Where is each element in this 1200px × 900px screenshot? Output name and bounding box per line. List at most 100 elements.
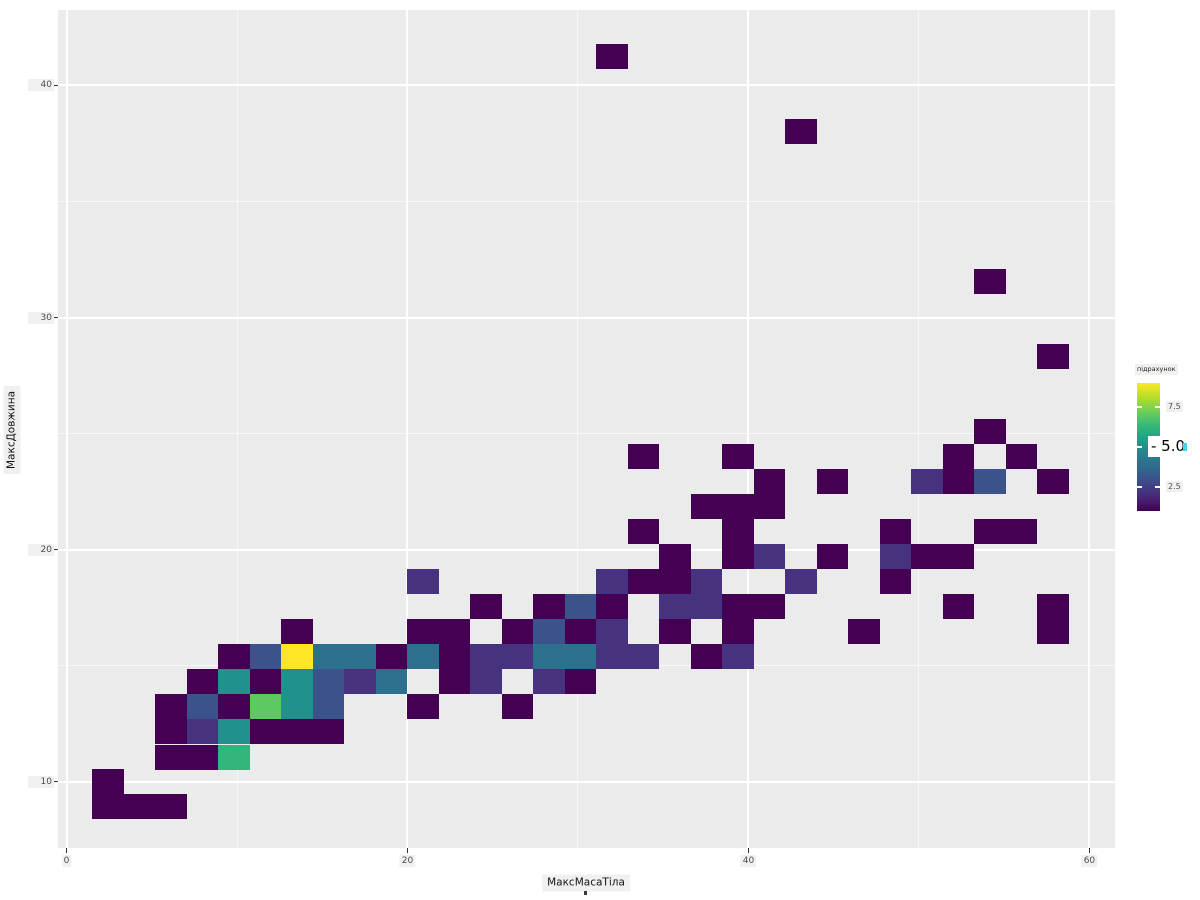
heatmap-bin <box>92 769 124 795</box>
heatmap-bin <box>690 644 723 670</box>
heatmap-bin <box>123 794 156 820</box>
cursor-artifact-dot <box>584 891 587 895</box>
heatmap-bin <box>942 444 975 470</box>
heatmap-bin <box>974 519 1006 545</box>
heatmap-bin <box>942 469 975 495</box>
heatmap-bin <box>627 444 660 470</box>
text-cursor-mark <box>1183 443 1187 451</box>
heatmap-bin <box>974 469 1006 495</box>
heatmap-bin <box>470 644 502 670</box>
heatmap-bin <box>627 519 660 545</box>
heatmap-bin <box>879 519 912 545</box>
heatmap-bin <box>501 694 534 720</box>
heatmap-bin <box>596 569 628 595</box>
heatmap-bin <box>533 594 565 620</box>
heatmap-bin <box>564 669 597 695</box>
legend-tick-label: 7.5 <box>1166 401 1183 412</box>
gridline-x-major <box>406 10 409 848</box>
x-axis-tick-label: 0 <box>61 855 72 867</box>
heatmap-bin <box>249 644 281 670</box>
gridline-y-major <box>58 548 1115 551</box>
y-axis-tick-label: 30 <box>28 311 54 324</box>
heatmap-bin <box>344 669 376 695</box>
heatmap-bin <box>281 644 313 670</box>
legend-tick-mark <box>1137 486 1142 488</box>
legend-ticks: 7.5 - 5.0 2.5 <box>1130 362 1200 522</box>
heatmap-bin <box>722 619 754 645</box>
heatmap-bin <box>690 494 723 520</box>
heatmap-bin <box>407 619 439 645</box>
heatmap-bin <box>564 619 597 645</box>
heatmap-bin <box>659 544 691 570</box>
heatmap-bin <box>848 619 880 645</box>
heatmap-bin <box>186 669 219 695</box>
heatmap-bin <box>816 544 849 570</box>
heatmap-bin <box>722 544 754 570</box>
heatmap-bin <box>533 619 565 645</box>
heatmap-bin <box>974 269 1006 295</box>
gridline-y-major <box>58 316 1115 319</box>
gridline-x-minor <box>577 10 579 848</box>
gridline-y-major <box>58 84 1115 87</box>
heatmap-bin <box>722 494 754 520</box>
heatmap-bin <box>155 794 187 820</box>
y-axis-title: МаксДовжина <box>3 385 21 475</box>
y-axis-tick-label: 40 <box>28 79 54 92</box>
heatmap-bin <box>596 644 628 670</box>
heatmap-bin <box>753 594 786 620</box>
y-axis-tick-label: 20 <box>28 543 54 556</box>
heatmap-bin <box>533 669 565 695</box>
heatmap-bin <box>438 669 471 695</box>
heatmap-bin <box>659 619 691 645</box>
heatmap-bin <box>155 719 187 745</box>
heatmap-bin <box>816 469 849 495</box>
gridline-x-major <box>1088 10 1091 848</box>
heatmap-bin <box>407 569 439 595</box>
heatmap-bin <box>942 544 975 570</box>
gridline-x-major <box>65 10 68 848</box>
legend: підрахунок 7.5 - 5.0 2.5 <box>1130 362 1200 522</box>
heatmap-bin <box>533 644 565 670</box>
heatmap-bin <box>596 594 628 620</box>
heatmap-bin <box>1037 619 1069 645</box>
heatmap-bin <box>911 469 943 495</box>
legend-tick-label: 2.5 <box>1166 481 1183 492</box>
bins-layer <box>58 10 1115 848</box>
heatmap-bin <box>155 744 187 770</box>
heatmap-bin <box>627 569 660 595</box>
x-axis-tick-label: 60 <box>1081 855 1098 867</box>
heatmap-bin <box>470 669 502 695</box>
heatmap-bin <box>722 644 754 670</box>
heatmap-bin <box>690 594 723 620</box>
x-axis-tick-label: 40 <box>740 855 757 867</box>
heatmap-bin <box>281 719 313 745</box>
x-axis-tick-mark <box>406 848 408 853</box>
heatmap-bin <box>470 594 502 620</box>
heatmap-bin <box>438 644 471 670</box>
heatmap-bin <box>281 669 313 695</box>
legend-tick-mark <box>1155 406 1160 408</box>
heatmap-bin <box>974 419 1006 445</box>
y-axis-tick-label: 10 <box>28 775 54 788</box>
heatmap-bin <box>564 594 597 620</box>
legend-tick-mark <box>1137 446 1142 448</box>
gridline-y-major <box>58 780 1115 783</box>
heatmap-bin <box>186 694 219 720</box>
heatmap-bin <box>281 694 313 720</box>
heatmap-bin <box>344 644 376 670</box>
heatmap-bin <box>249 694 281 720</box>
heatmap-bin <box>722 594 754 620</box>
heatmap-bin <box>1005 519 1038 545</box>
heatmap-bin <box>186 744 219 770</box>
legend-tick-mark <box>1155 486 1160 488</box>
heatmap-bin <box>753 494 786 520</box>
x-axis-tick-mark <box>66 848 68 853</box>
heatmap-bin <box>249 669 281 695</box>
heatmap-bin <box>785 569 817 595</box>
heatmap-bin <box>911 544 943 570</box>
heatmap-bin <box>1005 444 1038 470</box>
heatmap-bin <box>92 794 124 820</box>
heatmap-bin <box>218 669 250 695</box>
heatmap-bin <box>659 594 691 620</box>
